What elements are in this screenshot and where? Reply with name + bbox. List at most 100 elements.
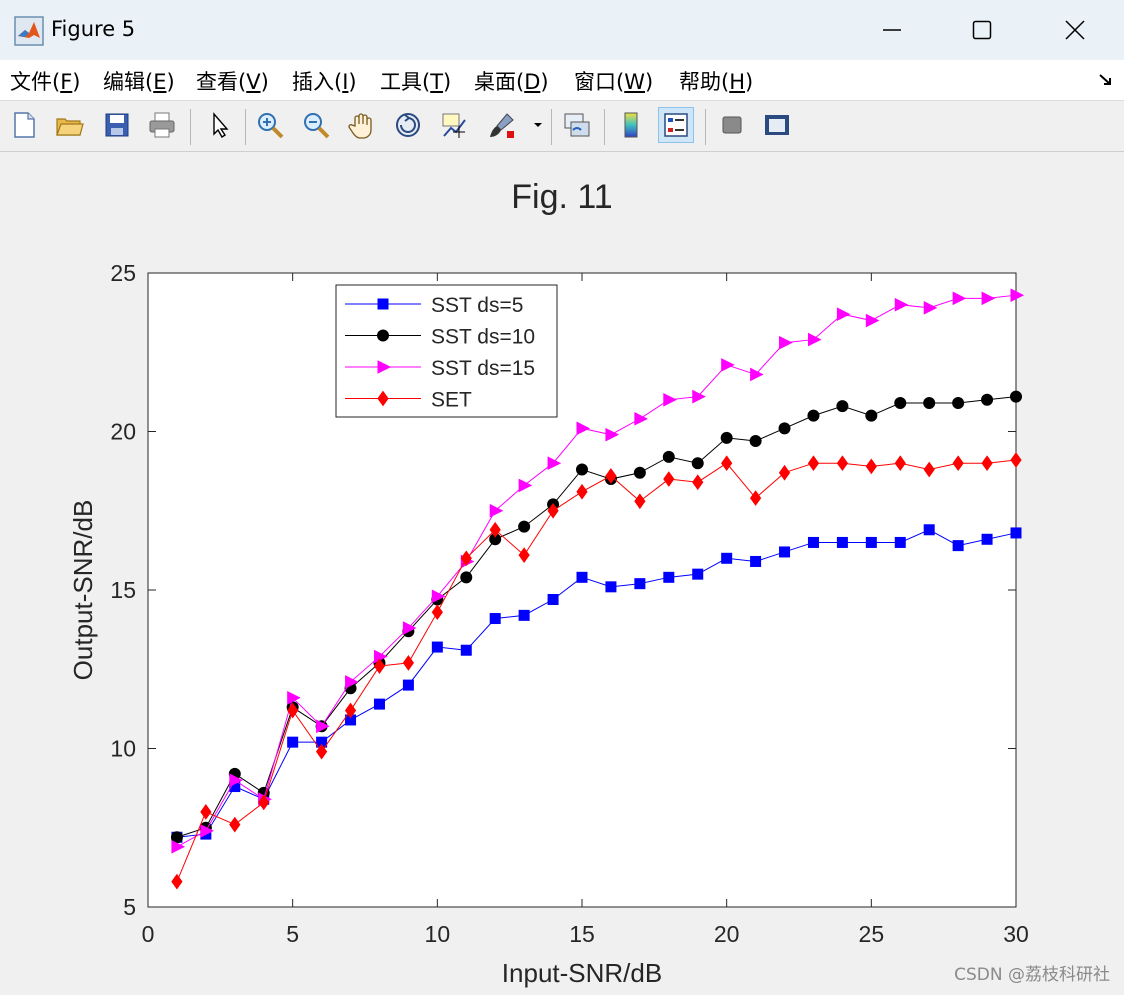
watermark: CSDN @荔枝科研社 bbox=[954, 965, 1110, 985]
print-icon bbox=[149, 112, 175, 138]
data-point-set bbox=[200, 804, 212, 820]
data-point-set bbox=[894, 455, 906, 472]
y-tick-label: 10 bbox=[110, 736, 136, 762]
link-plot-button[interactable] bbox=[559, 107, 595, 143]
zoom-out-button[interactable] bbox=[298, 107, 334, 143]
data-point-sst-ds-10 bbox=[894, 396, 907, 409]
menu-desktop[interactable]: 桌面(D) bbox=[474, 70, 549, 94]
data-cursor-button[interactable] bbox=[436, 107, 472, 143]
data-point-sst-ds-15 bbox=[952, 291, 967, 306]
data-point-sst-ds-15 bbox=[229, 773, 243, 788]
pan-hand-icon bbox=[348, 113, 372, 139]
data-point-sst-ds-5 bbox=[287, 736, 299, 748]
data-point-sst-ds-10 bbox=[1010, 390, 1022, 403]
menu-view[interactable]: 查看(V) bbox=[196, 70, 269, 94]
close-button[interactable] bbox=[1045, 8, 1105, 52]
maximize-button[interactable] bbox=[952, 8, 1012, 52]
data-point-sst-ds-15 bbox=[316, 719, 330, 734]
data-point-set bbox=[923, 461, 935, 478]
hide-plot-tools-button[interactable] bbox=[714, 107, 750, 143]
data-point-sst-ds-5 bbox=[865, 536, 877, 548]
x-tick-label: 20 bbox=[714, 921, 740, 947]
new-figure-button[interactable] bbox=[6, 107, 42, 143]
menu-help[interactable]: 帮助(H) bbox=[679, 70, 754, 94]
toolbar-separator bbox=[551, 109, 552, 145]
print-button[interactable] bbox=[144, 107, 180, 143]
y-tick-label: 25 bbox=[110, 260, 136, 286]
menu-file[interactable]: 文件(F) bbox=[10, 70, 81, 94]
hide-plot-tools-icon bbox=[722, 116, 742, 134]
toolbar-separator bbox=[604, 109, 605, 145]
rotate-3d-button[interactable] bbox=[390, 107, 426, 143]
data-point-sst-ds-5 bbox=[981, 533, 993, 545]
y-axis-label: Output-SNR/dB bbox=[68, 500, 98, 681]
data-point-sst-ds-10 bbox=[460, 571, 473, 584]
data-point-sst-ds-15 bbox=[402, 621, 417, 635]
data-point-sst-ds-15 bbox=[1010, 288, 1025, 302]
data-point-sst-ds-5 bbox=[807, 536, 819, 548]
data-point-sst-ds-15 bbox=[923, 301, 938, 315]
legend-button[interactable] bbox=[658, 107, 694, 143]
line-chart: Fig. 110 5 10 15 20 25 30510152025Input-SNR/dB… bbox=[68, 178, 1029, 988]
data-point-sst-ds-15 bbox=[576, 421, 591, 436]
data-point-sst-ds-5 bbox=[402, 679, 414, 691]
menu-edit[interactable]: 编辑(E) bbox=[103, 70, 175, 94]
data-point-sst-ds-5 bbox=[779, 546, 791, 558]
y-tick-label: 20 bbox=[110, 419, 136, 445]
show-plot-tools-button[interactable] bbox=[759, 107, 795, 143]
x-tick-label: 10 bbox=[425, 921, 451, 947]
data-point-sst-ds-15 bbox=[865, 313, 880, 328]
minimize-icon bbox=[883, 29, 901, 31]
data-point-sst-ds-15 bbox=[373, 649, 388, 664]
data-point-sst-ds-10 bbox=[749, 435, 762, 448]
data-point-set bbox=[402, 655, 415, 671]
legend-marker-sst-ds-15 bbox=[377, 360, 392, 374]
menu-tools[interactable]: 工具(T) bbox=[380, 70, 452, 94]
data-point-set bbox=[576, 483, 588, 500]
data-point-sst-ds-10 bbox=[662, 450, 675, 463]
brush-icon bbox=[490, 113, 514, 138]
pan-button[interactable] bbox=[344, 107, 380, 143]
data-point-sst-ds-10 bbox=[981, 393, 994, 406]
data-point-set bbox=[663, 471, 675, 487]
data-point-sst-ds-15 bbox=[431, 589, 446, 604]
legend-label-sst-ds-10: SST ds=10 bbox=[431, 326, 535, 349]
data-point-sst-ds-10 bbox=[923, 396, 936, 409]
zoom-in-button[interactable] bbox=[252, 107, 288, 143]
data-point-sst-ds-15 bbox=[200, 824, 214, 838]
data-point-sst-ds-10 bbox=[865, 409, 878, 422]
colorbar-button[interactable] bbox=[613, 107, 649, 143]
plot-area bbox=[147, 272, 1017, 908]
data-point-sst-ds-10 bbox=[807, 409, 820, 422]
data-point-set bbox=[981, 455, 993, 472]
data-point-sst-ds-15 bbox=[779, 335, 793, 350]
data-point-set bbox=[692, 474, 704, 491]
brush-dropdown[interactable] bbox=[528, 107, 548, 143]
data-point-set bbox=[460, 550, 472, 567]
menu-window[interactable]: 窗口(W) bbox=[574, 70, 654, 94]
figure-toolbar bbox=[0, 101, 1124, 152]
data-point-set bbox=[489, 521, 501, 538]
minimize-button[interactable] bbox=[862, 8, 922, 52]
toolbar-separator bbox=[190, 109, 191, 145]
data-point-sst-ds-5 bbox=[692, 568, 704, 580]
brush-button[interactable] bbox=[484, 107, 520, 143]
data-point-set bbox=[721, 455, 733, 472]
dock-arrow-icon[interactable] bbox=[1098, 72, 1114, 88]
show-plot-tools-icon bbox=[765, 115, 789, 135]
maximize-icon bbox=[972, 20, 992, 40]
menu-insert[interactable]: 插入(I) bbox=[292, 70, 357, 94]
data-point-sst-ds-15 bbox=[981, 291, 996, 306]
data-point-sst-ds-15 bbox=[518, 478, 533, 493]
data-point-set bbox=[865, 458, 877, 475]
y-tick-label: 15 bbox=[110, 577, 136, 603]
pointer-button[interactable] bbox=[201, 107, 237, 143]
data-point-sst-ds-5 bbox=[489, 613, 501, 625]
open-file-button[interactable] bbox=[51, 107, 87, 143]
data-point-sst-ds-15 bbox=[489, 503, 504, 518]
data-point-set bbox=[431, 604, 443, 621]
data-point-sst-ds-5 bbox=[952, 540, 964, 552]
data-point-sst-ds-5 bbox=[1010, 527, 1022, 539]
close-icon bbox=[1065, 20, 1085, 40]
save-button[interactable] bbox=[99, 107, 135, 143]
